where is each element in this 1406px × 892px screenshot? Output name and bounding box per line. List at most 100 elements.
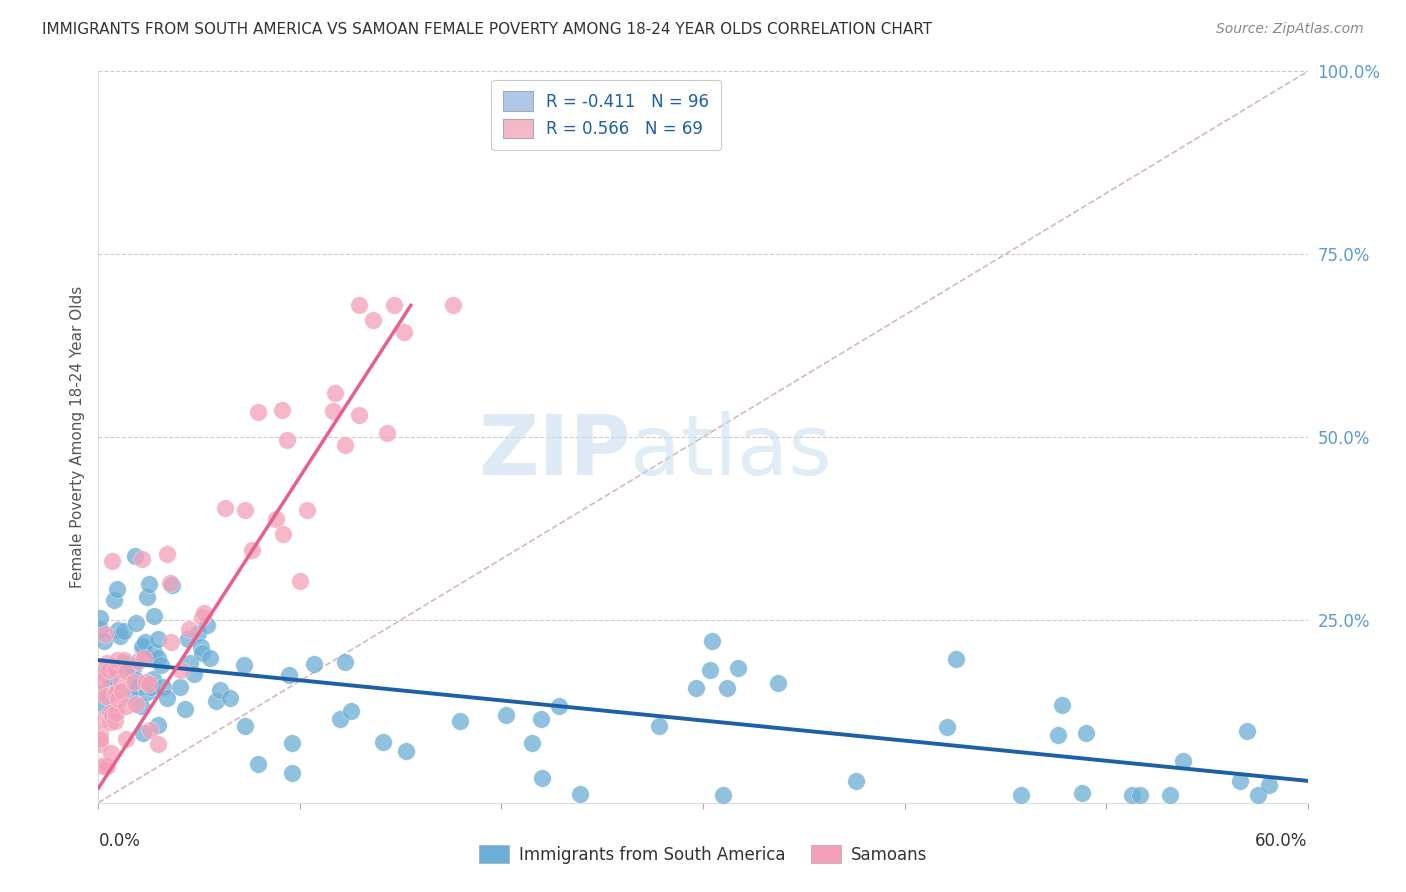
Point [122, 659, 145, 673]
Point [200, 651, 222, 665]
Point [90, 686, 112, 700]
Point [648, 719, 671, 733]
Point [125, 697, 148, 711]
Point [94, 627, 117, 641]
Point [143, 608, 166, 623]
Point [333, 438, 356, 452]
Point [179, 657, 201, 671]
Point [1047, 728, 1070, 742]
Point [441, 298, 464, 312]
Point [98, 706, 121, 721]
Point [131, 552, 153, 566]
Point [135, 675, 157, 690]
Point [1171, 754, 1194, 768]
Point [114, 664, 136, 678]
Point [100, 707, 122, 722]
Point [281, 765, 304, 780]
Point [98, 668, 121, 682]
Point [177, 622, 200, 636]
Point [90, 759, 112, 773]
Point [1159, 789, 1181, 803]
Point [205, 694, 228, 708]
Point [105, 685, 128, 699]
Point [91, 712, 114, 726]
Text: 60.0%: 60.0% [1256, 832, 1308, 850]
Point [122, 675, 145, 690]
Point [96, 681, 118, 696]
Point [94, 689, 117, 703]
Point [1070, 786, 1092, 800]
Point [98, 714, 121, 729]
Point [845, 774, 868, 789]
Point [190, 640, 212, 655]
Point [89, 727, 111, 741]
Point [240, 543, 263, 558]
Point [1128, 789, 1150, 803]
Point [146, 737, 169, 751]
Point [100, 554, 122, 568]
Point [146, 718, 169, 732]
Point [89, 732, 111, 747]
Point [530, 712, 553, 726]
Text: atlas: atlas [630, 411, 832, 492]
Point [124, 549, 146, 564]
Point [702, 634, 724, 648]
Point [278, 668, 301, 682]
Point [115, 698, 138, 713]
Point [90, 674, 112, 689]
Point [104, 662, 127, 676]
Point [112, 624, 135, 638]
Point [183, 666, 205, 681]
Point [89, 665, 111, 680]
Point [711, 789, 734, 803]
Point [375, 426, 398, 441]
Point [160, 635, 183, 649]
Point [699, 664, 721, 678]
Point [233, 503, 256, 517]
Point [125, 673, 148, 688]
Point [89, 622, 111, 636]
Point [530, 771, 553, 785]
Point [333, 655, 356, 669]
Point [264, 511, 287, 525]
Text: 0.0%: 0.0% [98, 832, 141, 850]
Point [495, 707, 517, 722]
Point [1010, 789, 1032, 803]
Y-axis label: Female Poverty Among 18-24 Year Olds: Female Poverty Among 18-24 Year Olds [69, 286, 84, 588]
Point [111, 684, 134, 698]
Point [276, 433, 298, 447]
Point [134, 634, 156, 648]
Point [1236, 724, 1258, 739]
Point [105, 582, 128, 597]
Point [114, 659, 136, 673]
Point [325, 386, 347, 401]
Point [136, 591, 159, 605]
Point [191, 647, 214, 661]
Point [209, 682, 232, 697]
Point [520, 736, 543, 750]
Point [349, 298, 371, 312]
Point [127, 654, 149, 668]
Point [159, 576, 181, 591]
Point [195, 618, 218, 632]
Point [89, 611, 111, 625]
Point [142, 673, 165, 687]
Point [136, 650, 159, 665]
Point [94, 663, 117, 677]
Text: ZIP: ZIP [478, 411, 630, 492]
Point [156, 690, 179, 705]
Point [173, 702, 195, 716]
Point [105, 653, 128, 667]
Point [371, 735, 394, 749]
Point [271, 527, 294, 541]
Point [395, 743, 418, 757]
Point [1229, 773, 1251, 788]
Point [112, 653, 135, 667]
Point [146, 632, 169, 647]
Point [247, 405, 270, 419]
Point [93, 759, 115, 773]
Point [1076, 726, 1098, 740]
Point [104, 685, 127, 699]
Point [131, 639, 153, 653]
Text: IMMIGRANTS FROM SOUTH AMERICA VS SAMOAN FEMALE POVERTY AMONG 18-24 YEAR OLDS COR: IMMIGRANTS FROM SOUTH AMERICA VS SAMOAN … [42, 22, 932, 37]
